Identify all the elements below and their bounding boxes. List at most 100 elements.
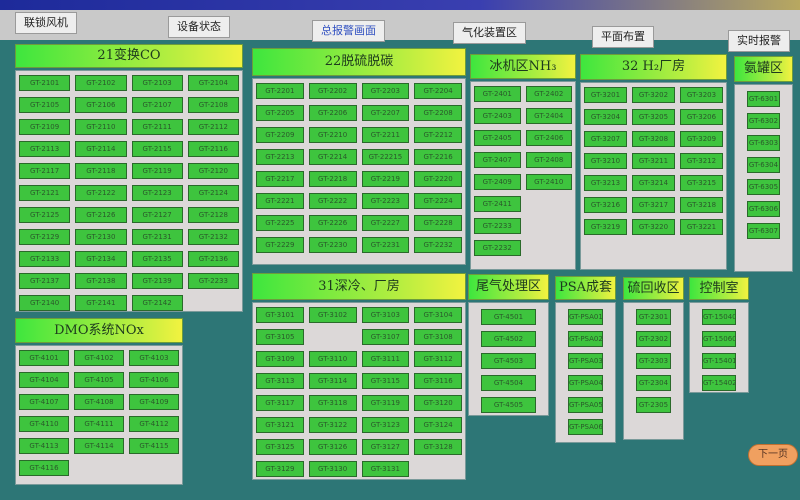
gas-detector-tag[interactable]: GT-2131 xyxy=(131,229,183,245)
gas-detector-tag[interactable]: GT-2122 xyxy=(75,185,127,201)
gas-detector-tag[interactable]: GT-3104 xyxy=(414,307,462,323)
gas-detector-tag[interactable]: GT-4106 xyxy=(129,372,179,388)
gas-detector-tag[interactable]: GT-2129 xyxy=(19,229,71,245)
nav-button-gasification-area[interactable]: 气化装置区 xyxy=(453,22,526,44)
gas-detector-tag[interactable]: GT-2125 xyxy=(19,207,71,223)
gas-detector-tag[interactable]: GT-3122 xyxy=(308,417,357,433)
gas-detector-tag[interactable]: GT-2208 xyxy=(414,105,462,121)
gas-detector-tag[interactable]: GT-3205 xyxy=(632,109,675,125)
gas-detector-tag[interactable]: GT-3103 xyxy=(361,307,410,323)
nav-button-alarm-overview[interactable]: 总报警画面 xyxy=(312,20,385,42)
gas-detector-tag[interactable]: GT-2233 xyxy=(474,218,521,234)
gas-detector-tag[interactable]: GT-2220 xyxy=(414,171,462,187)
gas-detector-tag[interactable]: GT-2112 xyxy=(187,119,239,135)
gas-detector-tag[interactable]: GT-2103 xyxy=(131,75,183,91)
gas-detector-tag[interactable]: GT-2213 xyxy=(256,149,304,165)
gas-detector-tag[interactable]: GT-3121 xyxy=(256,417,304,433)
gas-detector-tag[interactable]: GT-2142 xyxy=(131,295,183,311)
gas-detector-tag[interactable]: GT-2123 xyxy=(131,185,183,201)
gas-detector-tag[interactable]: GT-3217 xyxy=(632,197,675,213)
gas-detector-tag[interactable]: GT-2232 xyxy=(474,240,521,256)
gas-detector-tag[interactable]: GT-PSA02 xyxy=(568,331,603,347)
gas-detector-tag[interactable]: GT-4107 xyxy=(19,394,69,410)
gas-detector-tag[interactable]: GT-4112 xyxy=(129,416,179,432)
gas-detector-tag[interactable]: GT-2409 xyxy=(474,174,521,190)
gas-detector-tag[interactable]: GT-2132 xyxy=(187,229,239,245)
gas-detector-tag[interactable]: GT-3216 xyxy=(584,197,627,213)
gas-detector-tag[interactable]: GT-3110 xyxy=(308,351,357,367)
gas-detector-tag[interactable]: GT-3129 xyxy=(256,461,304,477)
gas-detector-tag[interactable]: GT-4101 xyxy=(19,350,69,366)
gas-detector-tag[interactable]: GT-PSA06 xyxy=(568,419,603,435)
gas-detector-tag[interactable]: GT-3119 xyxy=(361,395,410,411)
gas-detector-tag[interactable]: GT-PSA04 xyxy=(568,375,603,391)
gas-detector-tag[interactable]: GT-2206 xyxy=(308,105,357,121)
nav-button-plan-layout[interactable]: 平面布置 xyxy=(592,26,654,48)
gas-detector-tag[interactable]: GT-PSA03 xyxy=(568,353,603,369)
gas-detector-tag[interactable]: GT-2115 xyxy=(131,141,183,157)
gas-detector-tag[interactable]: GT-2121 xyxy=(19,185,71,201)
gas-detector-tag[interactable]: GT-2210 xyxy=(308,127,357,143)
gas-detector-tag[interactable]: GT-2139 xyxy=(131,273,183,289)
gas-detector-tag[interactable]: GT-2226 xyxy=(308,215,357,231)
gas-detector-tag[interactable]: GT-2407 xyxy=(474,152,521,168)
gas-detector-tag[interactable]: GT-2135 xyxy=(131,251,183,267)
gas-detector-tag[interactable]: GT-4104 xyxy=(19,372,69,388)
gas-detector-tag[interactable]: GT-2110 xyxy=(75,119,127,135)
gas-detector-tag[interactable]: GT-2233 xyxy=(187,273,239,289)
gas-detector-tag[interactable]: GT-2127 xyxy=(131,207,183,223)
gas-detector-tag[interactable]: GT-2109 xyxy=(19,119,71,135)
gas-detector-tag[interactable]: GT-4501 xyxy=(481,309,536,325)
gas-detector-tag[interactable]: GT-2118 xyxy=(75,163,127,179)
gas-detector-tag[interactable]: GT-3219 xyxy=(584,219,627,235)
gas-detector-tag[interactable]: GT-3201 xyxy=(584,87,627,103)
gas-detector-tag[interactable]: GT-3207 xyxy=(584,131,627,147)
gas-detector-tag[interactable]: GT-3120 xyxy=(414,395,462,411)
gas-detector-tag[interactable]: GT-2101 xyxy=(19,75,71,91)
gas-detector-tag[interactable]: GT-2303 xyxy=(636,353,671,369)
gas-detector-tag[interactable]: GT-2207 xyxy=(361,105,410,121)
gas-detector-tag[interactable]: GT-2214 xyxy=(308,149,357,165)
gas-detector-tag[interactable]: GT-2211 xyxy=(361,127,410,143)
nav-button-equipment-status[interactable]: 设备状态 xyxy=(168,16,230,38)
nav-button-realtime-alarm[interactable]: 实时报警 xyxy=(728,30,790,52)
gas-detector-tag[interactable]: GT-2410 xyxy=(525,174,572,190)
gas-detector-tag[interactable]: GT-150401 xyxy=(702,309,736,325)
gas-detector-tag[interactable]: GT-3114 xyxy=(308,373,357,389)
gas-detector-tag[interactable]: GT-6301 xyxy=(747,91,780,107)
gas-detector-tag[interactable]: GT-2105 xyxy=(19,97,71,113)
gas-detector-tag[interactable]: GT-3202 xyxy=(632,87,675,103)
gas-detector-tag[interactable]: GT-4505 xyxy=(481,397,536,413)
gas-detector-tag[interactable]: GT-3203 xyxy=(680,87,723,103)
gas-detector-tag[interactable]: GT-6307 xyxy=(747,223,780,239)
gas-detector-tag[interactable]: GT-2225 xyxy=(256,215,304,231)
gas-detector-tag[interactable]: GT-2217 xyxy=(256,171,304,187)
gas-detector-tag[interactable]: GT-2104 xyxy=(187,75,239,91)
gas-detector-tag[interactable]: GT-2408 xyxy=(525,152,572,168)
gas-detector-tag[interactable]: GT-4109 xyxy=(129,394,179,410)
gas-detector-tag[interactable]: GT-3115 xyxy=(361,373,410,389)
gas-detector-tag[interactable]: GT-4105 xyxy=(74,372,124,388)
gas-detector-tag[interactable]: GT-4116 xyxy=(19,460,69,476)
gas-detector-tag[interactable]: GT-2305 xyxy=(636,397,671,413)
gas-detector-tag[interactable]: GT-2113 xyxy=(19,141,71,157)
gas-detector-tag[interactable]: GT-2204 xyxy=(414,83,462,99)
gas-detector-tag[interactable]: GT-4504 xyxy=(481,375,536,391)
gas-detector-tag[interactable]: GT-2136 xyxy=(187,251,239,267)
gas-detector-tag[interactable]: GT-3109 xyxy=(256,351,304,367)
gas-detector-tag[interactable]: GT-2126 xyxy=(75,207,127,223)
gas-detector-tag[interactable]: GT-2227 xyxy=(361,215,410,231)
gas-detector-tag[interactable]: GT-3112 xyxy=(414,351,462,367)
gas-detector-tag[interactable]: GT-4111 xyxy=(74,416,124,432)
gas-detector-tag[interactable]: GT-2205 xyxy=(256,105,304,121)
gas-detector-tag[interactable]: GT-3101 xyxy=(256,307,304,323)
gas-detector-tag[interactable]: GT-2230 xyxy=(308,237,357,253)
gas-detector-tag[interactable]: GT-2117 xyxy=(19,163,71,179)
gas-detector-tag[interactable]: GT-3107 xyxy=(361,329,410,345)
gas-detector-tag[interactable]: GT-2140 xyxy=(19,295,71,311)
gas-detector-tag[interactable]: GT-4103 xyxy=(129,350,179,366)
gas-detector-tag[interactable]: GT-2212 xyxy=(414,127,462,143)
gas-detector-tag[interactable]: GT-3130 xyxy=(308,461,357,477)
gas-detector-tag[interactable]: GT-3208 xyxy=(632,131,675,147)
gas-detector-tag[interactable]: GT-3213 xyxy=(584,175,627,191)
